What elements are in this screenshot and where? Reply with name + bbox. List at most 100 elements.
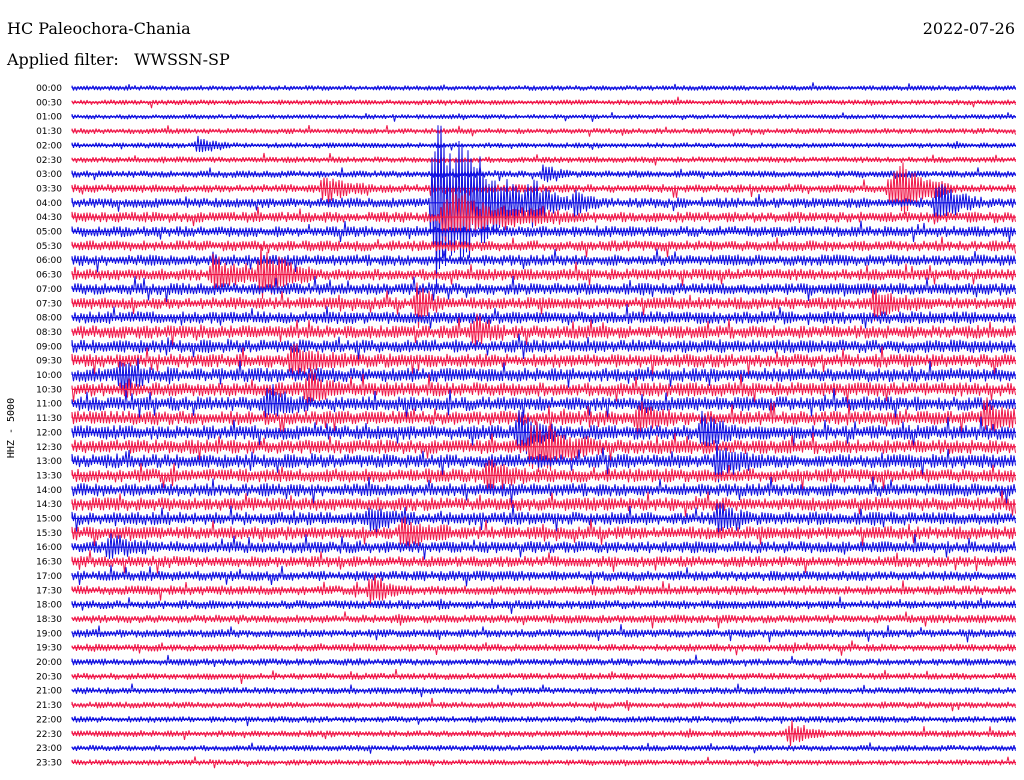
trace-row-1830 bbox=[71, 611, 1016, 629]
trace-row-2030 bbox=[71, 669, 1016, 684]
time-label: 18:00 bbox=[36, 601, 62, 611]
trace-row-0400 bbox=[71, 125, 1016, 288]
trace-row-0830 bbox=[71, 313, 1016, 347]
time-label: 13:00 bbox=[36, 457, 62, 467]
trace-row-0800 bbox=[71, 304, 1016, 329]
trace-row-2200 bbox=[71, 715, 1016, 727]
time-label: 07:00 bbox=[36, 285, 62, 295]
trace-row-1900 bbox=[71, 624, 1016, 643]
time-label: 10:00 bbox=[36, 371, 62, 381]
trace-row-2100 bbox=[71, 683, 1016, 698]
time-label: 22:00 bbox=[36, 715, 62, 725]
time-label: 05:30 bbox=[36, 242, 62, 252]
trace-row-0630 bbox=[71, 244, 1016, 299]
time-label: 12:30 bbox=[36, 443, 62, 453]
filter-value: WWSSN-SP bbox=[134, 50, 230, 69]
time-label: 17:00 bbox=[36, 572, 62, 582]
trace-row-0700 bbox=[71, 275, 1016, 303]
trace-row-1730 bbox=[71, 574, 1016, 604]
trace-row-1000 bbox=[71, 358, 1016, 392]
trace-row-1930 bbox=[71, 640, 1016, 656]
trace-row-0130 bbox=[71, 125, 1016, 137]
trace-row-0300 bbox=[71, 164, 1016, 183]
time-label: 02:30 bbox=[36, 156, 62, 166]
time-label: 06:00 bbox=[36, 256, 62, 266]
trace-row-0100 bbox=[71, 112, 1016, 122]
filter-line: Applied filter: WWSSN-SP bbox=[7, 50, 230, 70]
time-label: 04:00 bbox=[36, 199, 62, 209]
trace-row-1030 bbox=[71, 369, 1016, 409]
time-label: 01:30 bbox=[36, 127, 62, 137]
time-label: 14:00 bbox=[36, 486, 62, 496]
time-label: 17:30 bbox=[36, 586, 62, 596]
time-label: 20:30 bbox=[36, 672, 62, 682]
trace-row-2000 bbox=[71, 654, 1016, 668]
time-label: 07:30 bbox=[36, 299, 62, 309]
filter-spacer bbox=[124, 50, 129, 69]
trace-row-0230 bbox=[71, 152, 1016, 166]
trace-row-0730 bbox=[71, 282, 1016, 329]
trace-row-0930 bbox=[71, 343, 1016, 380]
trace-row-0600 bbox=[71, 248, 1016, 273]
time-label: 19:30 bbox=[36, 644, 62, 654]
time-label: 18:30 bbox=[36, 615, 62, 625]
time-label: 00:30 bbox=[36, 98, 62, 108]
time-label: 01:00 bbox=[36, 113, 62, 123]
time-label: 08:30 bbox=[36, 328, 62, 338]
trace-row-1600 bbox=[71, 533, 1016, 560]
time-label: 20:00 bbox=[36, 658, 62, 668]
time-label: 23:30 bbox=[36, 758, 62, 768]
time-label: 10:30 bbox=[36, 385, 62, 395]
trace-row-0530 bbox=[71, 236, 1016, 258]
trace-row-1100 bbox=[71, 384, 1016, 420]
trace-row-0430 bbox=[71, 188, 1016, 242]
trace-row-0900 bbox=[71, 333, 1016, 360]
time-label: 03:30 bbox=[36, 184, 62, 194]
trace-row-1700 bbox=[71, 565, 1016, 587]
trace-row-0030 bbox=[71, 96, 1016, 109]
time-label: 05:00 bbox=[36, 228, 62, 238]
trace-row-1430 bbox=[71, 490, 1016, 517]
station-title: HC Paleochora-Chania bbox=[7, 19, 191, 38]
time-label: 04:30 bbox=[36, 213, 62, 223]
time-label: 08:00 bbox=[36, 314, 62, 324]
trace-row-2300 bbox=[71, 742, 1016, 754]
time-label: 12:00 bbox=[36, 428, 62, 438]
trace-row-1630 bbox=[71, 549, 1016, 574]
time-label: 19:00 bbox=[36, 629, 62, 639]
trace-row-1530 bbox=[71, 516, 1016, 550]
time-label: 22:30 bbox=[36, 730, 62, 740]
trace-row-1300 bbox=[71, 440, 1016, 483]
time-label: 21:00 bbox=[36, 687, 62, 697]
trace-row-1400 bbox=[71, 476, 1016, 504]
time-label: 15:00 bbox=[36, 515, 62, 525]
time-label: 14:30 bbox=[36, 500, 62, 510]
trace-row-1230 bbox=[71, 421, 1016, 473]
time-label: 16:00 bbox=[36, 543, 62, 553]
time-label: 00:00 bbox=[36, 84, 62, 94]
time-label: 11:00 bbox=[36, 400, 62, 410]
time-label: 16:30 bbox=[36, 558, 62, 568]
trace-row-1200 bbox=[71, 410, 1016, 455]
trace-row-1500 bbox=[71, 502, 1016, 536]
time-label: 23:00 bbox=[36, 744, 62, 754]
trace-row-2330 bbox=[71, 756, 1016, 769]
trace-row-2230 bbox=[71, 720, 1016, 747]
trace-row-2130 bbox=[71, 697, 1016, 712]
time-label: 09:30 bbox=[36, 357, 62, 367]
filter-label: Applied filter: bbox=[7, 50, 119, 69]
time-label-layer: 00:00 00:30 01:00 01:30 02:00 02:30 03:00 03:30… bbox=[36, 84, 62, 768]
trace-row-1800 bbox=[71, 596, 1016, 614]
time-label: 15:30 bbox=[36, 529, 62, 539]
record-date: 2022-07-26 bbox=[922, 19, 1015, 38]
trace-row-0000 bbox=[71, 82, 1016, 92]
time-label: 21:30 bbox=[36, 701, 62, 711]
trace-layer bbox=[71, 82, 1016, 769]
time-label: 03:00 bbox=[36, 170, 62, 180]
time-label: 13:30 bbox=[36, 471, 62, 481]
time-label: 09:00 bbox=[36, 342, 62, 352]
trace-row-0330 bbox=[71, 162, 1016, 215]
time-label: 11:30 bbox=[36, 414, 62, 424]
time-label: 02:00 bbox=[36, 141, 62, 151]
